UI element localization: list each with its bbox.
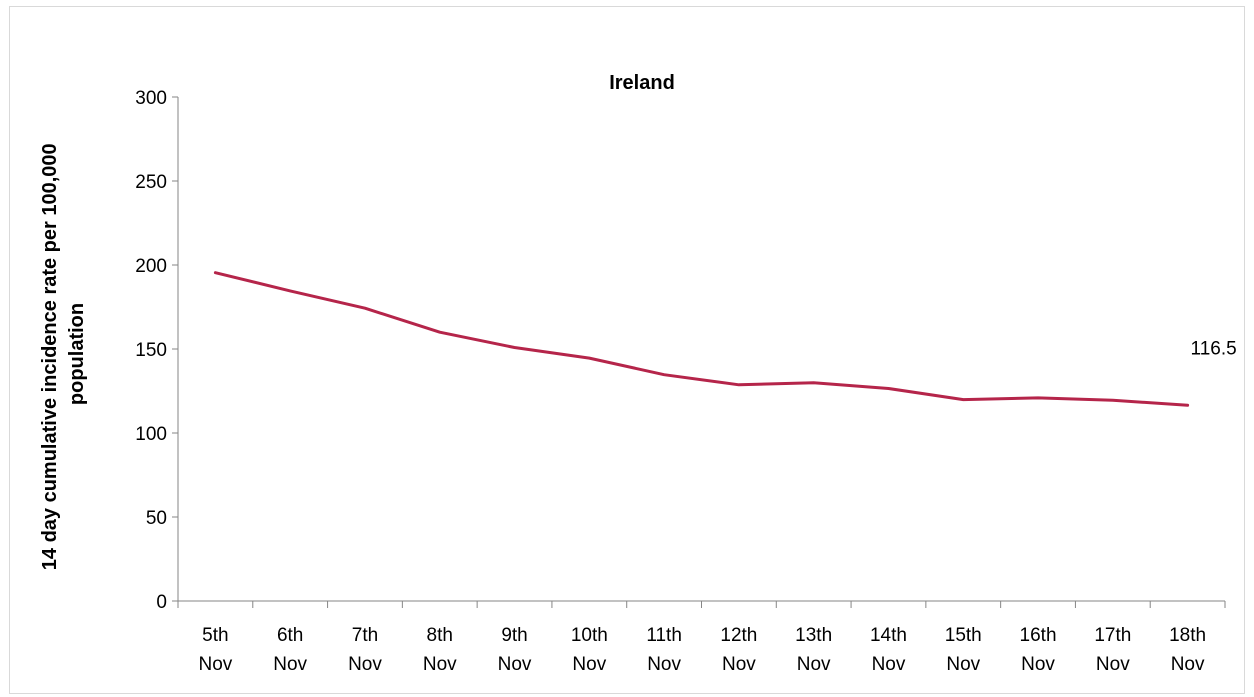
x-tick-label: 18th [1169, 625, 1206, 646]
x-tick-label: 12th [720, 625, 757, 646]
x-tick-label: Nov [423, 654, 457, 675]
y-axis: 0 50 100 150 200 250 300 [135, 88, 179, 613]
y-axis-label-line-2: population [66, 303, 88, 405]
x-tick-label: 10th [571, 625, 608, 646]
x-tick-label: 16th [1020, 625, 1057, 646]
y-axis-label-line-1: 14 day cumulative incidence rate per 100… [39, 143, 61, 570]
x-tick-label: 6th [277, 625, 303, 646]
chart-frame [9, 6, 1245, 694]
x-tick-label: Nov [348, 654, 382, 675]
x-tick-label: 8th [427, 625, 453, 646]
series-group [213, 271, 1190, 407]
x-tick-label: Nov [273, 654, 307, 675]
x-tick-label: 5th [202, 625, 228, 646]
y-tick-label: 200 [135, 256, 167, 277]
x-axis: 5th Nov 6th Nov 7th Nov 8th Nov 9th Nov 10th Nov 11t… [177, 600, 1226, 675]
x-tick-label: Nov [572, 654, 606, 675]
x-tick-label: 14th [870, 625, 907, 646]
x-tick-label: Nov [1171, 654, 1205, 675]
x-tick-label: 15th [945, 625, 982, 646]
x-tick-label: 13th [795, 625, 832, 646]
data-label-last-point: 116.5 [1191, 338, 1237, 359]
chart-title: Ireland [609, 72, 675, 94]
x-tick-label: 7th [352, 625, 378, 646]
x-tick-label: Nov [872, 654, 906, 675]
x-tick-label: Nov [647, 654, 681, 675]
x-tick-label: 17th [1094, 625, 1131, 646]
y-tick-label: 0 [156, 592, 167, 613]
y-tick-label: 50 [146, 508, 167, 529]
x-tick-label: 11th [646, 625, 682, 646]
y-tick-label: 150 [135, 340, 167, 361]
x-tick-label: Nov [797, 654, 831, 675]
x-tick-label: Nov [1096, 654, 1130, 675]
x-tick-label: Nov [498, 654, 532, 675]
x-tick-label: Nov [946, 654, 980, 675]
series-line-0 [213, 271, 1190, 407]
y-tick-label: 100 [135, 424, 167, 445]
y-tick-label: 250 [135, 172, 167, 193]
x-tick-label: Nov [198, 654, 232, 675]
x-tick-label: Nov [722, 654, 756, 675]
y-axis-label: 14 day cumulative incidence rate per 100… [39, 138, 88, 570]
y-tick-label: 300 [135, 88, 167, 109]
x-tick-label: Nov [1021, 654, 1055, 675]
x-tick-label: 9th [501, 625, 527, 646]
